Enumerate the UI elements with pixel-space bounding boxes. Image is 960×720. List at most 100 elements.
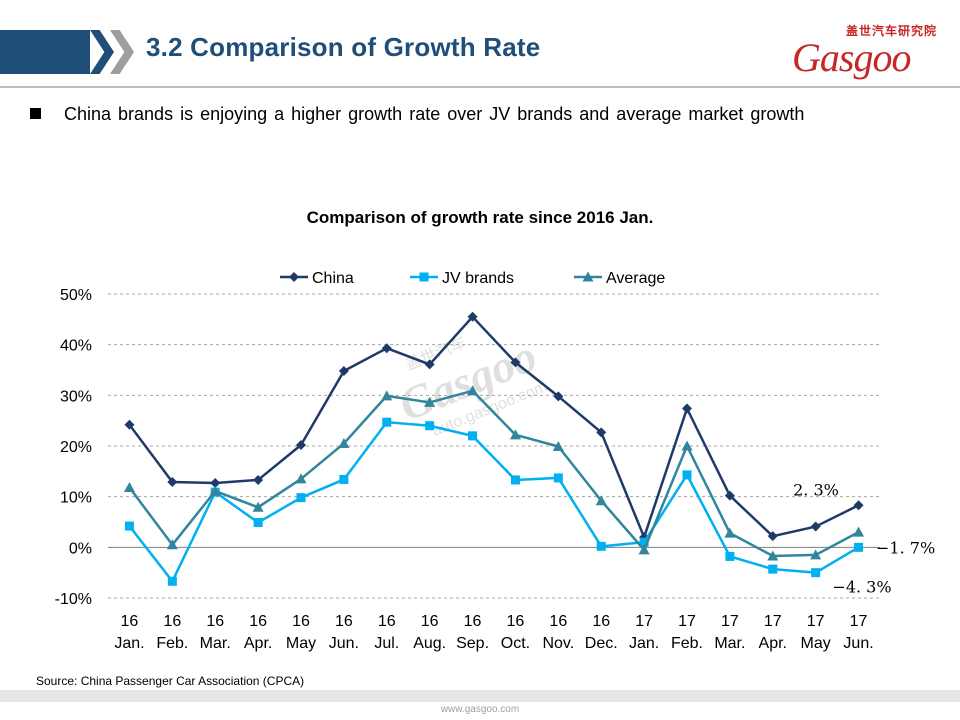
data-point-square — [768, 564, 778, 574]
data-point-square — [296, 493, 306, 503]
data-point-triangle — [552, 441, 564, 452]
x-tick-label-year: 16 — [206, 613, 224, 630]
data-point-triangle — [810, 549, 822, 560]
y-tick-label: -10% — [55, 591, 92, 608]
data-point-square — [682, 470, 692, 480]
data-point-diamond — [210, 477, 221, 488]
data-point-triangle — [638, 544, 650, 555]
grid — [108, 293, 880, 599]
data-point-diamond — [724, 490, 735, 501]
data-point-triangle — [681, 440, 693, 451]
legend-label: JV brands — [442, 270, 514, 287]
series — [123, 311, 865, 586]
bullet-square-icon — [30, 108, 41, 119]
x-tick-label-month: Mar. — [200, 635, 231, 652]
data-point-square — [596, 541, 606, 551]
data-point-square — [639, 537, 649, 547]
data-point-triangle — [724, 527, 736, 538]
x-tick-label-month: Jul. — [374, 635, 399, 652]
data-point-square — [382, 417, 392, 427]
header-divider — [0, 86, 960, 88]
x-tick-label-year: 16 — [549, 613, 567, 630]
header-accent-bar — [0, 30, 90, 74]
x-tick-label-month: Nov. — [542, 635, 574, 652]
x-tick-label-year: 16 — [507, 613, 525, 630]
y-tick-label: 50% — [60, 287, 92, 304]
x-tick-label-month: Apr. — [244, 635, 272, 652]
gasgoo-logo: 盖世汽车研究院 Gasgoo — [792, 20, 947, 80]
series-china — [124, 311, 864, 543]
data-point-triangle — [767, 550, 779, 561]
series-average — [123, 385, 865, 561]
y-tick-label: 40% — [60, 338, 92, 355]
data-point-diamond — [424, 359, 435, 370]
x-tick-label-year: 17 — [635, 613, 653, 630]
annotations: 2. 3% −1. 7% −4. 3% — [793, 480, 935, 596]
y-tick-label: 0% — [69, 540, 92, 557]
data-point-triangle — [338, 437, 350, 448]
data-point-triangle — [582, 271, 594, 282]
legend-label: Average — [606, 270, 665, 287]
data-point-triangle — [467, 385, 479, 396]
x-tick-label-year: 16 — [163, 613, 181, 630]
x-tick-label-year: 17 — [807, 613, 825, 630]
data-point-diamond — [596, 427, 607, 438]
data-point-diamond — [253, 474, 264, 485]
chart-title: Comparison of growth rate since 2016 Jan… — [307, 208, 654, 227]
data-point-diamond — [338, 366, 349, 377]
x-tick-label-year: 17 — [850, 613, 868, 630]
data-point-square — [425, 421, 435, 431]
x-tick-label-month: Feb. — [671, 635, 703, 652]
data-point-diamond — [853, 500, 864, 511]
x-tick-label-year: 17 — [721, 613, 739, 630]
bullet-text: China brands is enjoying a higher growth… — [64, 104, 805, 124]
data-point-diamond — [124, 419, 135, 430]
x-tick-label-month: Aug. — [413, 635, 446, 652]
data-point-square — [253, 518, 263, 528]
header: 3.2 Comparison of Growth Rate 盖世汽车研究院 Ga… — [0, 0, 960, 92]
series-line — [128, 420, 860, 583]
data-point-square — [167, 576, 177, 586]
x-tick-label-year: 17 — [764, 613, 782, 630]
line-chart: Comparison of growth rate since 2016 Jan… — [55, 208, 936, 652]
data-point-diamond — [553, 391, 564, 402]
x-tick-label-month: Feb. — [156, 635, 188, 652]
legend-label: China — [312, 270, 354, 287]
data-point-square — [854, 542, 864, 552]
x-tick-label-month: May — [286, 635, 316, 652]
y-tick-label: 30% — [60, 388, 92, 405]
y-axis-ticks: -10% 0% 10% 20% 30% 40% 50% — [55, 287, 92, 608]
logo-en-text: Gasgoo — [792, 35, 911, 80]
data-point-diamond — [296, 439, 306, 450]
data-point-square — [339, 474, 349, 484]
data-point-diamond — [289, 272, 299, 282]
x-tick-label-month: Jun. — [843, 635, 873, 652]
data-point-square — [468, 431, 478, 441]
series-jv-brands — [124, 417, 864, 586]
data-label: −4. 3% — [832, 578, 891, 597]
y-tick-label: 20% — [60, 439, 92, 456]
data-point-triangle — [252, 501, 264, 512]
x-tick-label-month: Dec. — [585, 635, 618, 652]
data-point-triangle — [381, 390, 393, 401]
x-tick-label-year: 17 — [678, 613, 696, 630]
x-tick-label-month: Jan. — [114, 635, 144, 652]
x-tick-label-year: 16 — [592, 613, 610, 630]
data-point-square — [419, 272, 429, 282]
data-point-square — [811, 568, 821, 578]
footer-url: www.gasgoo.com — [440, 704, 520, 715]
legend: China JV brands Average — [280, 270, 665, 287]
page-title: 3.2 Comparison of Growth Rate — [146, 32, 541, 62]
data-point-triangle — [853, 526, 865, 537]
data-point-triangle — [424, 396, 436, 407]
footer-bar — [0, 690, 960, 702]
x-axis-ticks: 16 Jan. 16 Feb. 16 Mar. 16 Apr. 16 May 16 Jun. 16 Jul… — [114, 613, 873, 652]
data-point-diamond — [467, 311, 478, 322]
chevron-icon — [90, 30, 114, 74]
x-tick-label-year: 16 — [378, 613, 396, 630]
x-tick-label-year: 16 — [464, 613, 482, 630]
data-point-diamond — [510, 357, 521, 368]
x-tick-label-month: Jun. — [329, 635, 359, 652]
x-tick-label-month: Mar. — [714, 635, 745, 652]
x-tick-label-month: Apr. — [759, 635, 787, 652]
